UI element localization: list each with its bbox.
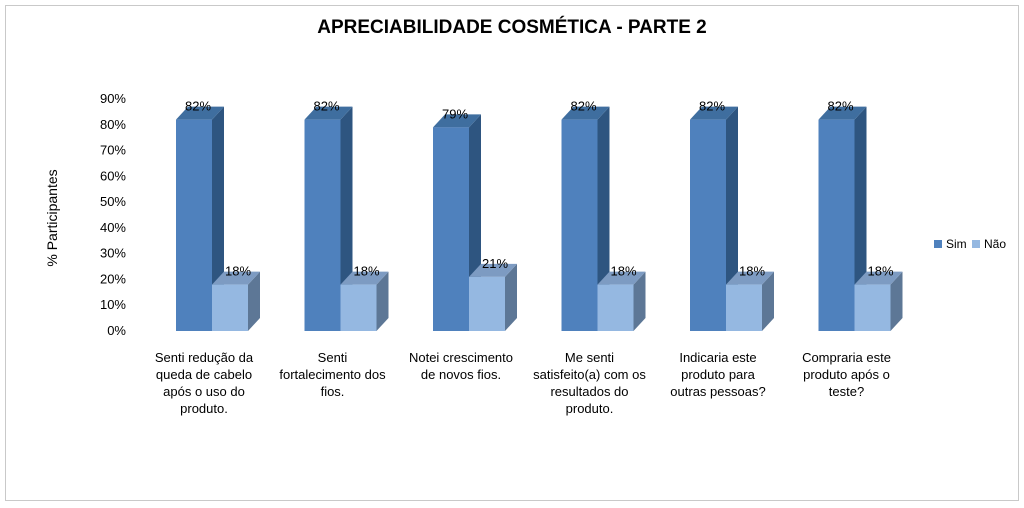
- bar-sim: [176, 119, 212, 331]
- x-category-label-line: produto após o: [803, 367, 890, 382]
- x-category-label-line: Senti: [318, 350, 348, 365]
- data-label-nao: 18%: [739, 264, 765, 279]
- bar-nao-side: [248, 271, 260, 331]
- x-category-label-line: Indicaria este: [679, 350, 756, 365]
- x-category-label: Indicaria este produto para outras pessoas…: [670, 350, 765, 399]
- x-category-label: Me senti satisfeito(a) com os resultados d…: [533, 350, 646, 416]
- x-category-label-line: Notei crescimento: [409, 350, 513, 365]
- x-category-label-line: satisfeito(a) com os: [533, 367, 646, 382]
- x-category-label: Senti redução da queda de cabelo após o us…: [155, 350, 254, 416]
- x-category-label-line: resultados do: [550, 384, 628, 399]
- y-tick-label: 70%: [100, 143, 126, 158]
- data-label-sim: 82%: [185, 99, 211, 114]
- x-category-label-line: queda de cabelo: [156, 367, 252, 382]
- data-label-nao: 18%: [610, 264, 636, 279]
- y-tick-label: 40%: [100, 220, 126, 235]
- x-category-label-line: após o uso do: [163, 384, 245, 399]
- bar-sim: [690, 119, 726, 331]
- bar-nao: [726, 284, 762, 331]
- x-category-label-line: produto.: [566, 401, 614, 416]
- bar-nao: [469, 276, 505, 331]
- x-category-label-line: de novos fios.: [421, 367, 501, 382]
- bar-sim-top: [304, 106, 353, 120]
- bar-sim-top: [690, 106, 738, 120]
- x-category-label-line: outras pessoas?: [670, 384, 765, 399]
- bar-nao-side: [505, 263, 517, 331]
- x-category-label-line: Senti redução da: [155, 350, 254, 365]
- bar-nao-side: [890, 271, 903, 331]
- bar-nao-top: [340, 271, 389, 285]
- data-label-nao: 18%: [225, 264, 251, 279]
- y-tick-label: 90%: [100, 91, 126, 106]
- data-label-sim: 82%: [313, 99, 339, 114]
- bar-nao: [212, 284, 248, 331]
- bar-sim: [433, 127, 469, 331]
- y-tick-label: 50%: [100, 194, 126, 209]
- legend-swatch-nao: [972, 240, 980, 248]
- bar-nao-top: [726, 271, 774, 285]
- bar-sim: [561, 119, 598, 331]
- data-label-sim: 82%: [699, 99, 725, 114]
- bar-nao-top: [212, 271, 260, 285]
- y-tick-label: 10%: [100, 297, 126, 312]
- y-tick-label: 60%: [100, 168, 126, 183]
- data-label-nao: 18%: [867, 264, 893, 279]
- legend-swatch-sim: [934, 240, 942, 248]
- x-category-label-line: produto.: [180, 401, 228, 416]
- bar-sim: [304, 119, 341, 331]
- data-label-sim: 82%: [570, 99, 596, 114]
- bar-nao-side: [376, 271, 389, 331]
- bar-nao-top: [469, 263, 517, 277]
- bar-sim-top: [561, 106, 610, 120]
- data-label-nao: 18%: [353, 264, 379, 279]
- data-label-nao: 21%: [482, 256, 508, 271]
- bar-sim-top: [176, 106, 224, 120]
- legend-label-sim: Sim: [946, 237, 967, 251]
- x-category-label-line: teste?: [829, 384, 864, 399]
- chart-title: APRECIABILIDADE COSMÉTICA - PARTE 2: [317, 17, 707, 38]
- y-axis-label: % Participantes: [44, 169, 60, 266]
- bar-nao-side: [633, 271, 646, 331]
- y-tick-label: 0%: [107, 323, 126, 338]
- bar-sim-top: [433, 114, 481, 128]
- data-label-sim: 82%: [827, 99, 853, 114]
- bar-nao-side: [762, 271, 774, 331]
- bar-nao: [854, 284, 891, 331]
- bar-sim: [818, 119, 855, 331]
- x-category-label: Senti fortalecimento dos fios.: [279, 350, 386, 399]
- y-tick-label: 30%: [100, 246, 126, 261]
- legend-label-nao: Não: [984, 237, 1006, 251]
- y-tick-label: 20%: [100, 271, 126, 286]
- bar-nao-top: [597, 271, 646, 285]
- x-category-label-line: fortalecimento dos: [279, 367, 386, 382]
- bar-nao: [597, 284, 634, 331]
- data-label-sim: 79%: [442, 106, 468, 121]
- x-category-label-line: fios.: [321, 384, 345, 399]
- bar-sim-top: [818, 106, 867, 120]
- x-category-label: Compraria este produto após o teste?: [802, 350, 891, 399]
- y-tick-label: 80%: [100, 117, 126, 132]
- bar-nao: [340, 284, 377, 331]
- x-category-label: Notei crescimento de novos fios.: [409, 350, 513, 382]
- x-category-label-line: Me senti: [565, 350, 614, 365]
- bar-nao-top: [854, 271, 903, 285]
- x-category-label-line: produto para: [681, 367, 755, 382]
- x-category-label-line: Compraria este: [802, 350, 891, 365]
